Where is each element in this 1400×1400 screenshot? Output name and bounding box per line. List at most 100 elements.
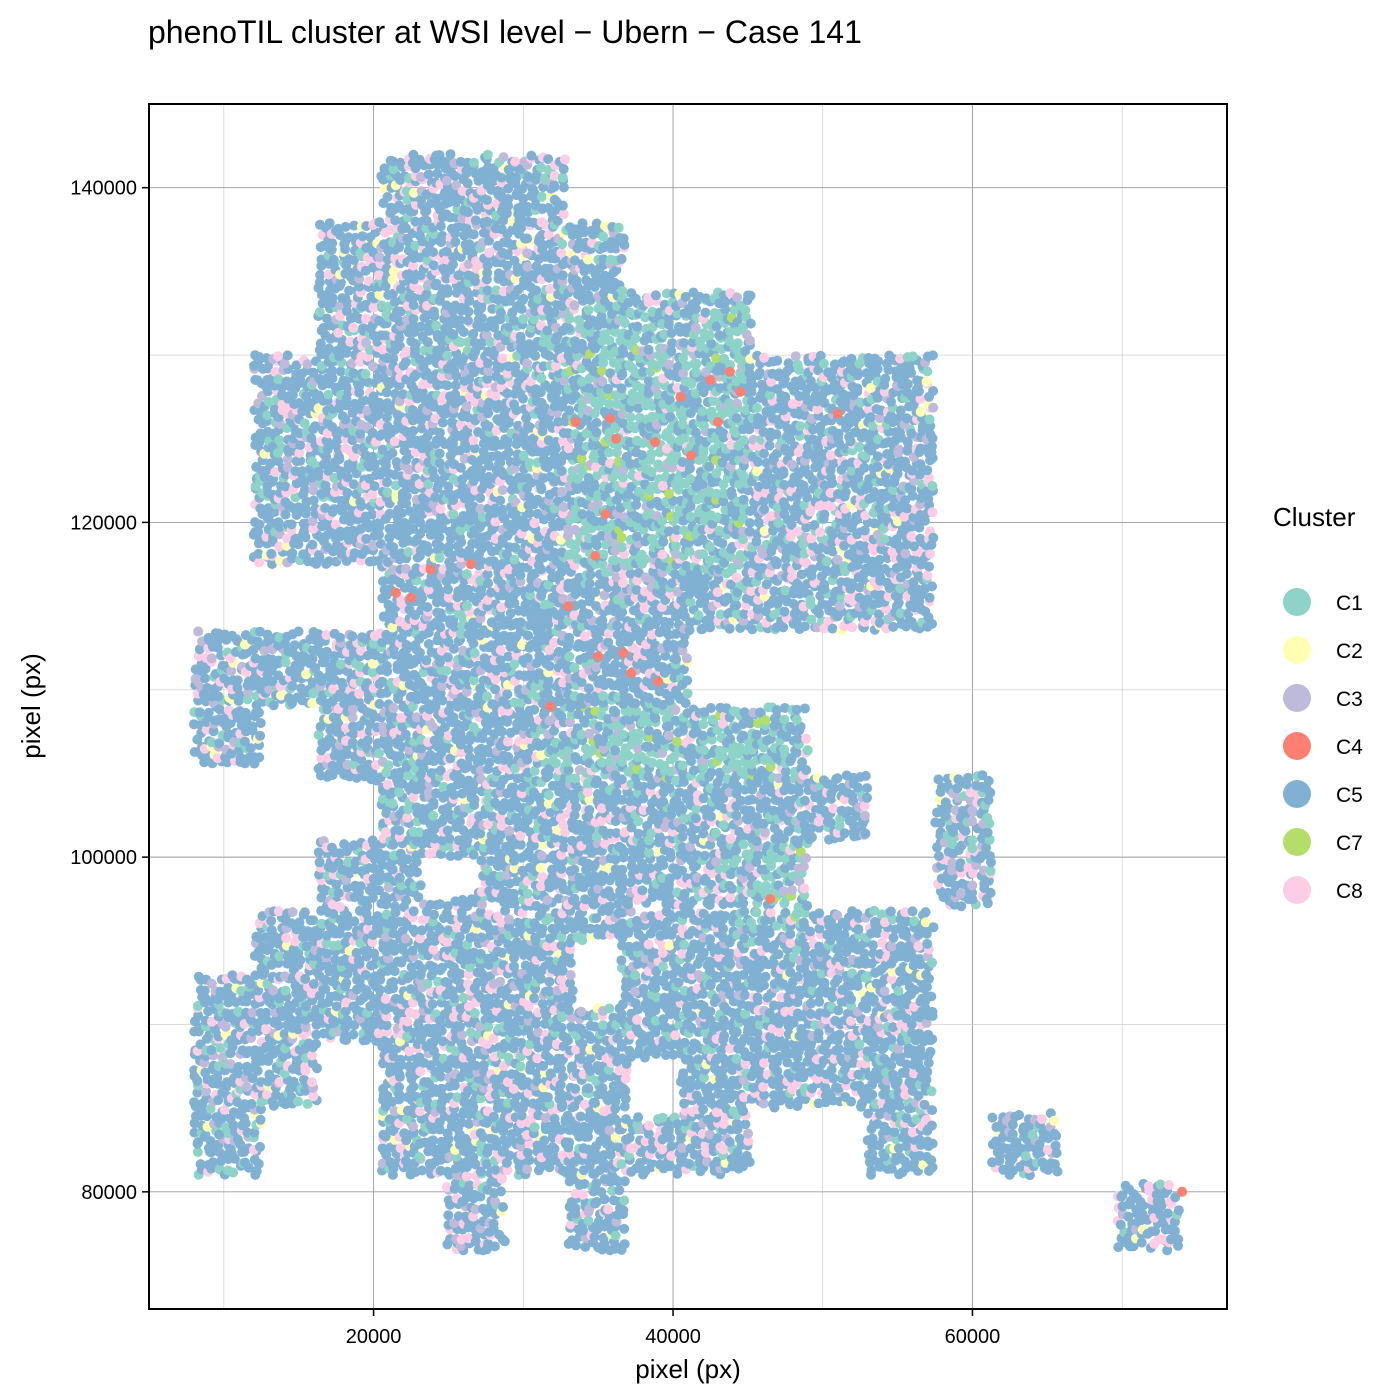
data-point	[509, 554, 520, 565]
data-point	[441, 209, 452, 220]
data-point	[435, 503, 446, 514]
data-point	[361, 985, 372, 996]
data-point	[388, 977, 399, 987]
data-point	[255, 718, 266, 729]
data-point	[262, 410, 273, 421]
data-point	[232, 675, 243, 686]
data-point	[481, 691, 492, 702]
data-point	[315, 270, 326, 280]
data-point	[394, 1082, 405, 1092]
data-point	[234, 745, 244, 756]
data-point	[268, 985, 279, 996]
data-point	[495, 976, 506, 987]
data-point	[427, 721, 438, 732]
data-point	[273, 517, 284, 528]
data-point	[280, 509, 291, 520]
data-point	[212, 642, 223, 653]
data-point	[254, 707, 264, 718]
data-point	[515, 331, 526, 342]
data-point	[242, 1061, 252, 1072]
data-point	[442, 284, 453, 295]
data-point	[299, 418, 310, 429]
data-point	[428, 944, 439, 955]
data-point	[482, 358, 493, 369]
data-point	[336, 677, 347, 688]
data-point	[302, 359, 313, 370]
data-point	[213, 1095, 224, 1106]
data-point	[280, 497, 291, 507]
data-point	[427, 999, 438, 1010]
data-point	[279, 358, 290, 369]
data-point	[417, 1165, 428, 1176]
data-point	[496, 466, 507, 477]
data-point	[255, 1141, 265, 1152]
data-point	[203, 707, 214, 718]
data-point	[387, 274, 398, 285]
data-point	[273, 351, 283, 362]
data-point	[449, 365, 460, 376]
data-point	[367, 509, 378, 520]
data-point	[262, 1089, 272, 1100]
data-point	[408, 384, 419, 395]
data-point	[252, 675, 263, 686]
data-point	[193, 626, 204, 637]
data-point	[369, 948, 380, 959]
data-point	[253, 527, 264, 537]
data-point	[313, 670, 324, 681]
data-point	[367, 361, 378, 372]
data-point	[490, 797, 501, 808]
data-point	[200, 673, 210, 684]
data-point	[280, 657, 291, 668]
data-point	[232, 682, 243, 693]
data-point	[189, 1097, 200, 1108]
data-point	[509, 399, 519, 410]
data-point	[248, 644, 259, 655]
data-points	[189, 149, 1188, 1256]
data-point	[228, 1167, 239, 1178]
data-point	[201, 1086, 212, 1097]
data-point	[431, 320, 442, 331]
data-point	[482, 216, 493, 227]
data-point	[509, 659, 520, 670]
data-point	[470, 215, 481, 226]
data-point	[282, 462, 293, 473]
data-point	[523, 473, 533, 484]
data-point	[341, 381, 352, 392]
data-point	[502, 736, 513, 747]
data-point	[475, 493, 486, 503]
data-point	[262, 629, 273, 640]
data-point	[408, 906, 419, 917]
data-point	[455, 1021, 465, 1032]
data-point	[192, 1147, 203, 1157]
data-point	[394, 1069, 405, 1080]
data-point	[498, 152, 509, 163]
data-point	[320, 480, 331, 491]
data-point	[225, 1059, 236, 1070]
data-point	[394, 200, 404, 211]
data-point	[428, 797, 439, 808]
data-point	[409, 669, 419, 680]
data-point	[495, 308, 506, 318]
data-point	[236, 986, 247, 996]
data-point	[445, 149, 456, 160]
data-point	[333, 857, 344, 868]
data-point	[468, 229, 479, 240]
data-point	[267, 559, 278, 569]
data-point	[522, 888, 533, 899]
data-point	[511, 172, 522, 183]
data-point	[497, 485, 508, 495]
data-point	[189, 1065, 200, 1076]
data-point	[289, 640, 300, 651]
data-point	[475, 1128, 486, 1139]
data-point	[253, 1025, 264, 1036]
data-point	[498, 1202, 508, 1212]
data-point	[388, 542, 399, 553]
data-point	[287, 907, 298, 917]
data-point	[423, 639, 434, 649]
data-point	[290, 492, 301, 503]
data-point	[282, 454, 293, 465]
data-point	[422, 602, 433, 613]
data-point	[194, 644, 205, 655]
data-point	[502, 689, 513, 700]
data-point	[213, 691, 224, 702]
